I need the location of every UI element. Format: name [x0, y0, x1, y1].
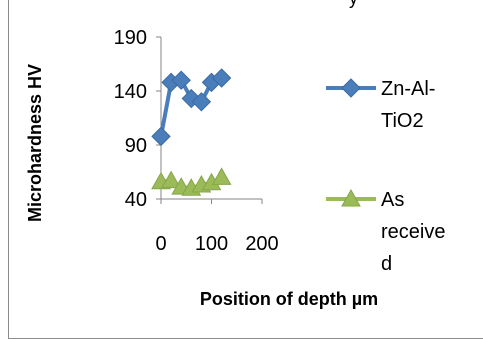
y-tick-label: 190 — [114, 27, 147, 49]
legend-marker-diamond — [341, 78, 361, 98]
x-tick-label: 0 — [155, 233, 166, 255]
y-tick-label: 40 — [125, 189, 147, 211]
y-axis-label: Microhardness HV — [25, 64, 45, 222]
data-point-triangle — [211, 167, 232, 185]
legend-marker-triangle — [341, 188, 361, 207]
legend-entry: Zn-Al- TiO2 — [326, 78, 435, 132]
x-tick-label: 200 — [245, 233, 278, 255]
data-point-diamond — [211, 68, 232, 88]
y-tick-label: 90 — [125, 135, 147, 157]
series-as-received — [151, 167, 232, 196]
x-tick-label: 100 — [195, 233, 228, 255]
legend: Zn-Al- TiO2 As receive d — [326, 78, 445, 275]
y-tick-label: 140 — [114, 81, 147, 103]
tick-labels: 40 90 140 190 0 100 200 — [114, 27, 279, 255]
x-axis-label: Position of depth µm — [200, 289, 378, 309]
cropped-title-fragment: y — [349, 0, 389, 8]
data-point-diamond — [191, 92, 212, 112]
data-point-triangle — [161, 170, 181, 189]
legend-label: receive — [381, 221, 445, 243]
series-zn-al-tio2 — [151, 68, 232, 147]
legend-entry: As receive d — [326, 188, 445, 275]
legend-label: As — [381, 189, 404, 211]
legend-label: TiO2 — [381, 110, 424, 132]
legend-label: d — [381, 253, 392, 275]
plot-series — [151, 68, 232, 196]
data-point-diamond — [151, 126, 171, 147]
legend-label: Zn-Al- — [381, 78, 435, 100]
data-point-diamond — [171, 70, 191, 90]
